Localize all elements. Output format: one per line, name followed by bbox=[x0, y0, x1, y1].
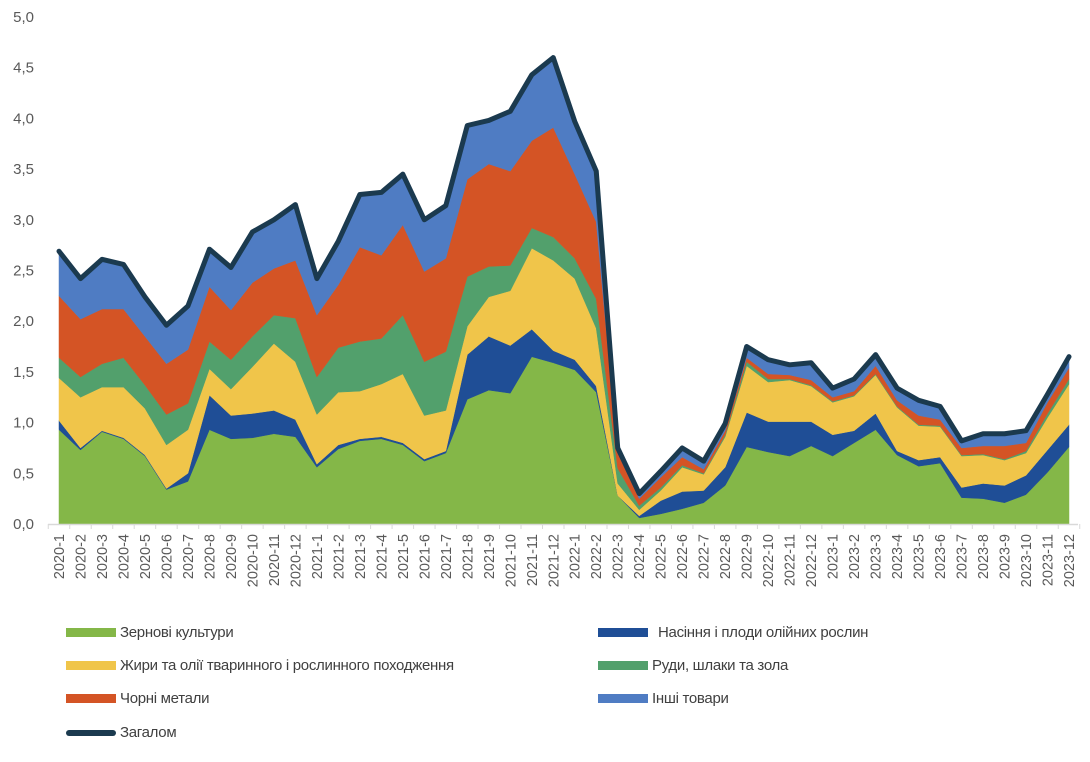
y-tick-label: 2,5 bbox=[13, 263, 34, 280]
x-tick-label: 2022-11 bbox=[783, 534, 799, 586]
x-tick-label: 2021-7 bbox=[439, 534, 455, 579]
x-tick-label: 2022-10 bbox=[761, 534, 777, 587]
total-line-layer bbox=[56, 55, 1072, 497]
y-tick-label: 0,0 bbox=[13, 516, 34, 533]
x-tick-label: 2022-7 bbox=[697, 534, 713, 579]
x-tick-label: 2022-8 bbox=[718, 534, 734, 579]
x-tick-label: 2021-10 bbox=[503, 534, 519, 587]
x-tick-label: 2022-3 bbox=[611, 534, 627, 579]
x-tick-label: 2023-8 bbox=[976, 534, 992, 579]
x-tick-label: 2020-4 bbox=[116, 534, 132, 579]
x-tick-label: 2023-3 bbox=[869, 534, 885, 579]
x-tick-label: 2022-2 bbox=[589, 534, 605, 579]
x-tick-label: 2020-10 bbox=[245, 534, 261, 587]
x-tick-label: 2020-12 bbox=[288, 534, 304, 587]
x-tick-label: 2020-5 bbox=[138, 534, 154, 579]
y-tick-label: 3,5 bbox=[13, 161, 34, 178]
x-tick-label: 2023-9 bbox=[998, 534, 1014, 579]
x-tick-label: 2023-10 bbox=[1019, 534, 1035, 587]
x-tick-label: 2023-5 bbox=[912, 534, 928, 579]
x-tick-label: 2021-8 bbox=[460, 534, 476, 579]
x-tick-label: 2020-7 bbox=[181, 534, 197, 579]
y-tick-label: 0,5 bbox=[13, 465, 34, 482]
x-tick-label: 2021-9 bbox=[482, 534, 498, 579]
x-tick-label: 2021-4 bbox=[374, 534, 390, 579]
x-tick-label: 2023-11 bbox=[1041, 534, 1057, 586]
y-tick-label: 1,0 bbox=[13, 415, 34, 432]
x-tick-label: 2022-12 bbox=[804, 534, 820, 587]
x-tick-label: 2022-9 bbox=[740, 534, 756, 579]
x-tick-label: 2022-4 bbox=[632, 534, 648, 579]
x-tick-label: 2023-12 bbox=[1062, 534, 1078, 587]
x-tick-label: 2021-3 bbox=[353, 534, 369, 579]
total-line bbox=[56, 55, 1072, 497]
y-tick-label: 4,5 bbox=[13, 60, 34, 77]
y-tick-label: 4,0 bbox=[13, 110, 34, 127]
y-tick-label: 5,0 bbox=[13, 9, 34, 26]
x-tick-label: 2021-2 bbox=[331, 534, 347, 579]
x-tick-label: 2020-3 bbox=[95, 534, 111, 579]
y-tick-label: 1,5 bbox=[13, 364, 34, 381]
x-tick-label: 2020-8 bbox=[202, 534, 218, 579]
y-tick-label: 3,0 bbox=[13, 212, 34, 229]
x-tick-label: 2020-6 bbox=[159, 534, 175, 579]
area-layers bbox=[58, 57, 1070, 525]
x-tick-label: 2022-1 bbox=[568, 534, 584, 579]
x-tick-label: 2020-9 bbox=[224, 534, 240, 579]
x-tick-label: 2022-6 bbox=[675, 534, 691, 579]
x-tick-label: 2022-5 bbox=[654, 534, 670, 579]
x-tick-label: 2023-7 bbox=[955, 534, 971, 579]
x-tick-label: 2021-6 bbox=[417, 534, 433, 579]
x-tick-label: 2020-1 bbox=[52, 534, 68, 579]
x-tick-label: 2021-5 bbox=[396, 534, 412, 579]
x-tick-label: 2023-2 bbox=[847, 534, 863, 579]
x-tick-label: 2023-4 bbox=[890, 534, 906, 579]
x-tick-label: 2023-6 bbox=[933, 534, 949, 579]
x-tick-label: 2021-1 bbox=[310, 534, 326, 579]
x-tick-label: 2020-11 bbox=[267, 534, 283, 586]
y-tick-label: 2,0 bbox=[13, 313, 34, 330]
x-tick-label: 2020-2 bbox=[73, 534, 89, 579]
x-tick-label: 2023-1 bbox=[826, 534, 842, 579]
x-tick-label: 2021-11 bbox=[525, 534, 541, 586]
x-tick-label: 2021-12 bbox=[546, 534, 562, 587]
